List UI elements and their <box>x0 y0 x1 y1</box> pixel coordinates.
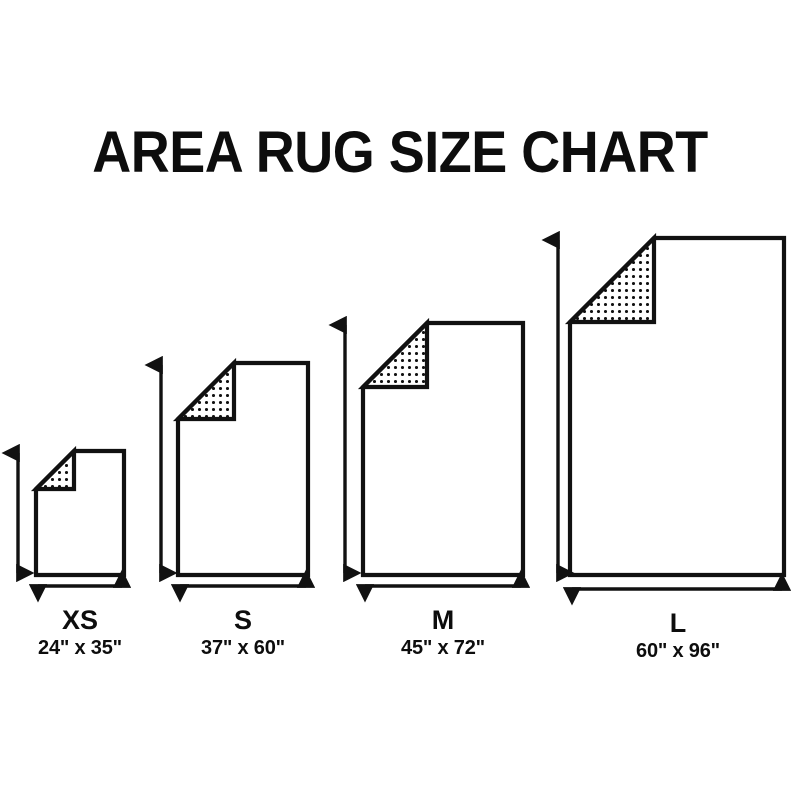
rug-body-xs <box>33 448 127 578</box>
size-code-s: S <box>233 605 252 635</box>
size-label-m: M 45" x 72" <box>333 606 553 661</box>
size-dimensions-m: 45" x 72" <box>401 637 485 659</box>
size-code-m: M <box>431 605 455 635</box>
rug-fold-corner-xs <box>30 445 77 492</box>
rug-figure-s <box>144 355 316 603</box>
size-label-s: S 37" x 60" <box>133 606 353 661</box>
rug-body-s <box>175 360 311 578</box>
size-dimensions-l: 60" x 96" <box>636 640 720 662</box>
rug-fold-corner-m <box>357 317 430 390</box>
rug-figure-l <box>541 230 792 606</box>
size-code-xs: XS <box>61 605 99 635</box>
size-label-xs: XS 24" x 35" <box>0 606 190 661</box>
rug-figure-xs <box>1 443 132 603</box>
page-title: AREA RUG SIZE CHART <box>92 120 708 185</box>
rug-fold-corner-s <box>172 357 237 422</box>
rug-fold-corner-l <box>564 232 657 325</box>
size-dimensions-xs: 24" x 35" <box>38 637 122 659</box>
rug-figure-m <box>328 315 531 603</box>
size-label-l: L 60" x 96" <box>568 609 788 664</box>
size-code-l: L <box>669 608 687 638</box>
size-dimensions-s: 37" x 60" <box>201 637 285 659</box>
